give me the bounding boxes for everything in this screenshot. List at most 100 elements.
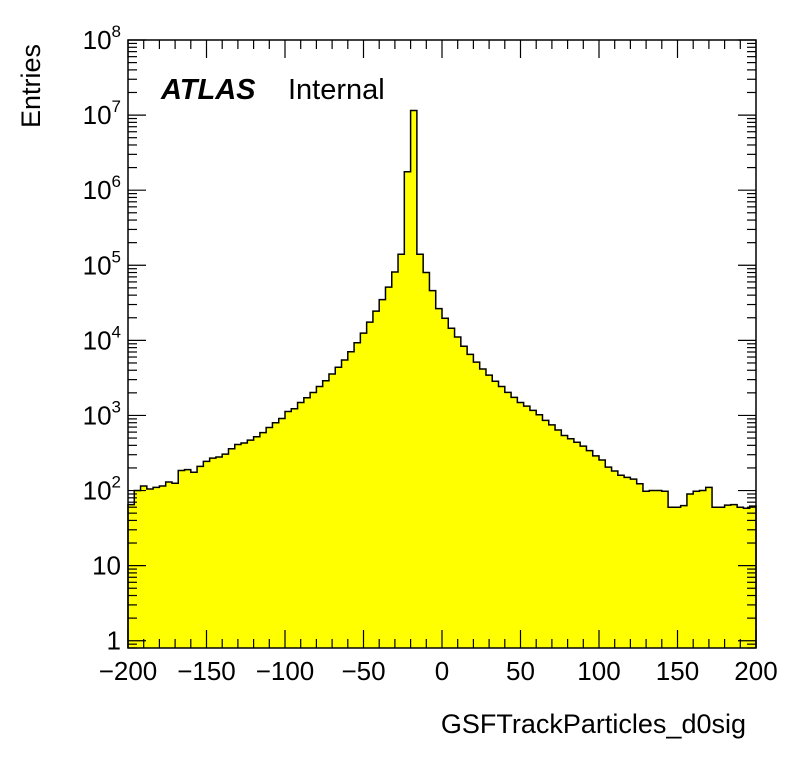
- histogram-bar: [668, 507, 675, 648]
- histogram-bar: [529, 410, 537, 648]
- histogram-bar: [442, 318, 449, 648]
- histogram-bar: [247, 440, 255, 648]
- atlas-label: ATLAS: [160, 74, 256, 106]
- histogram-bar: [203, 461, 211, 648]
- histogram-bar: [366, 322, 374, 648]
- x-tick-label: 200: [734, 656, 777, 686]
- internal-label: Internal: [288, 74, 385, 106]
- histogram-bar: [649, 490, 657, 648]
- histogram-bar: [435, 308, 443, 648]
- histogram-bar: [523, 406, 531, 648]
- x-tick-label: 100: [577, 656, 620, 686]
- histogram-bar: [278, 418, 286, 648]
- histogram-bar: [699, 490, 707, 648]
- y-tick-label: 107: [83, 97, 121, 130]
- histogram-bar: [630, 479, 638, 648]
- histogram-bar: [209, 458, 217, 648]
- y-tick-label: 106: [83, 172, 121, 205]
- y-tick-label: 1: [107, 626, 121, 656]
- histogram-bar: [241, 442, 248, 648]
- histogram-bar: [385, 287, 393, 648]
- histogram-bar: [580, 446, 588, 648]
- histogram-bar: [448, 328, 456, 648]
- histogram-bar: [460, 346, 468, 648]
- histogram-bar: [586, 450, 594, 648]
- y-tick-label: 103: [83, 397, 121, 430]
- histogram-bar: [398, 254, 405, 648]
- histogram-bar: [730, 504, 738, 648]
- histogram-bar: [561, 435, 569, 648]
- histogram-bar: [718, 507, 726, 648]
- histogram-bar: [536, 414, 544, 648]
- histogram-bar: [423, 272, 431, 648]
- y-tick-label: 105: [83, 247, 121, 280]
- histogram-bars: [128, 110, 757, 649]
- histogram-bar: [680, 505, 688, 648]
- histogram-bar: [253, 436, 261, 648]
- histogram-bar: [322, 380, 330, 648]
- histogram-bar: [272, 422, 280, 648]
- x-tick-label: −150: [177, 656, 236, 686]
- histogram-bar: [379, 299, 387, 648]
- y-tick-labels: 1 10 102 103 104 105 106 107 108: [83, 22, 121, 656]
- histogram-bar: [297, 402, 305, 648]
- histogram-bar: [542, 420, 550, 648]
- histogram-bar: [328, 373, 336, 648]
- histogram-bar: [642, 491, 650, 648]
- histogram-bar: [705, 487, 713, 648]
- histogram-bar: [599, 460, 606, 648]
- histogram-bar: [693, 491, 701, 648]
- histogram-bar: [655, 490, 663, 648]
- histogram-bar: [416, 254, 424, 648]
- histogram-bar: [354, 342, 361, 648]
- histogram-bar: [259, 432, 267, 648]
- histogram-bar: [316, 386, 324, 648]
- histogram-bar: [661, 491, 669, 648]
- histogram-bar: [548, 424, 556, 648]
- histogram-bar: [636, 483, 644, 648]
- histogram-bar: [410, 110, 418, 649]
- histogram-bar: [140, 485, 148, 648]
- histogram-bar: [391, 271, 399, 648]
- y-axis-title: Entries: [16, 44, 46, 128]
- x-tick-label: −100: [256, 656, 315, 686]
- histogram-bar: [347, 351, 355, 648]
- histogram-bar: [712, 507, 719, 648]
- y-tick-label: 108: [83, 22, 121, 55]
- histogram-bar: [624, 477, 631, 648]
- histogram-bar: [404, 171, 412, 648]
- histogram-bar: [190, 472, 198, 648]
- x-tick-label: 150: [656, 656, 699, 686]
- histogram-bar: [617, 475, 625, 648]
- histogram-bar: [674, 507, 682, 648]
- histogram-bar: [184, 469, 192, 648]
- histogram-bar: [146, 488, 154, 648]
- histogram-bar: [228, 448, 236, 648]
- histogram-bar: [285, 411, 292, 648]
- x-tick-label: −200: [99, 656, 158, 686]
- x-tick-label: −50: [341, 656, 385, 686]
- histogram-bar: [724, 505, 732, 648]
- histogram-bar: [303, 397, 311, 648]
- histogram-bar: [197, 466, 204, 648]
- histogram-bar: [310, 392, 317, 648]
- histogram-bar: [222, 454, 230, 648]
- histogram-bar: [429, 290, 437, 648]
- histogram-bar: [171, 483, 179, 648]
- histogram-bar: [504, 392, 512, 648]
- histogram-bar: [492, 381, 500, 648]
- histogram-bar: [335, 367, 343, 648]
- histogram-bar: [454, 336, 462, 648]
- y-tick-label: 10: [92, 551, 121, 581]
- histogram-bar: [134, 490, 142, 648]
- histogram-bar: [473, 362, 481, 648]
- histogram-bar: [360, 333, 368, 648]
- histogram-bar: [128, 504, 135, 648]
- histogram-bar: [573, 442, 581, 648]
- histogram-bar: [686, 493, 694, 648]
- histogram-bar: [737, 507, 745, 648]
- x-tick-label: 0: [435, 656, 449, 686]
- histogram-bar: [555, 430, 562, 648]
- y-tick-label: 104: [83, 322, 121, 355]
